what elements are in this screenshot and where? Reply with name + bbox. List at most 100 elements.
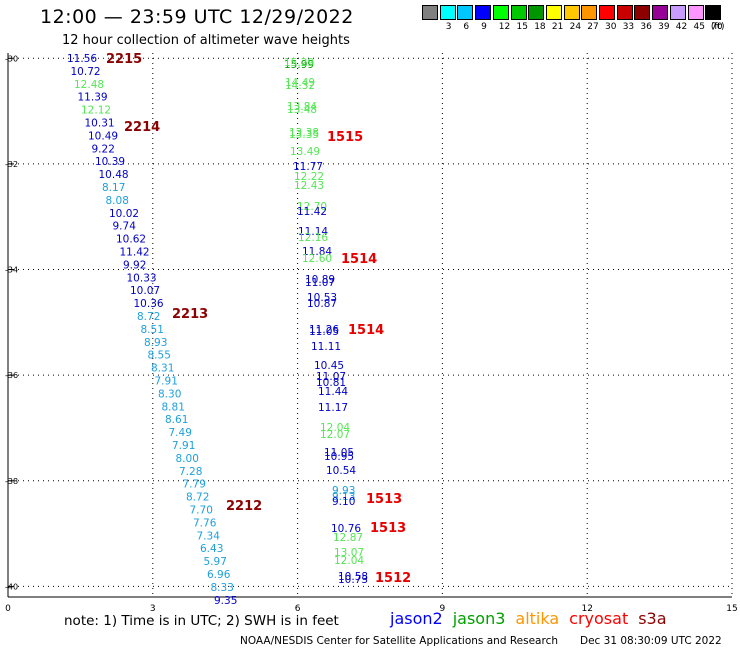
wave-height-value: 12.04 (334, 555, 364, 567)
map-title: 12:00 — 23:59 UTC 12/29/2022 (40, 6, 354, 28)
legend-swatch (669, 5, 686, 20)
wave-height-value: 13.35 (289, 129, 319, 141)
wave-height-value: 7.34 (197, 530, 221, 542)
legend-unit: (ft) (710, 22, 725, 32)
wave-height-value: 8.33 (211, 582, 234, 594)
wave-height-value: 11.17 (318, 402, 348, 414)
credit-text: NOAA/NESDIS Center for Satellite Applica… (240, 635, 558, 647)
wave-height-value: 12.48 (74, 79, 104, 91)
wave-height-value: 11.11 (311, 341, 341, 353)
wave-height-value: 11.05 (309, 326, 339, 338)
wave-height-value: 11.44 (318, 386, 348, 398)
wave-height-value: 8.72 (186, 492, 209, 504)
legend-swatch (475, 5, 492, 20)
legend-swatch (528, 5, 545, 20)
wave-height-value: 10.45 (314, 360, 344, 372)
legend-swatch (457, 5, 474, 20)
wave-height-value: 12.04 (320, 422, 350, 434)
satellite-jason2-label: jason2 (390, 609, 443, 628)
wave-height-value: 8.30 (158, 388, 181, 400)
pass-time-label: 1513 (370, 521, 406, 536)
wave-height-value: 9.92 (123, 259, 146, 271)
legend-tick-label: 45 (693, 22, 705, 32)
wave-height-value: 8.51 (141, 324, 164, 336)
wave-height-value: 10.58 (338, 571, 368, 583)
lon-tick-label: 3 (150, 604, 156, 614)
wave-height-value: 12.87 (333, 532, 363, 544)
legend-tick-label: 6 (463, 22, 470, 32)
wave-height-value: 10.07 (130, 285, 160, 297)
wave-height-value: 7.70 (190, 505, 213, 517)
timestamp-text: Dec 31 08:30:09 UTC 2022 (580, 635, 722, 647)
wave-height-value: 12.60 (302, 253, 332, 265)
wave-height-value: 7.91 (155, 376, 178, 388)
wave-height-value: 10.39 (95, 156, 125, 168)
wave-height-value: 11.84 (302, 246, 332, 258)
wave-height-value: 15.29 (284, 57, 314, 69)
wave-height-value: 7.79 (183, 479, 206, 491)
pass-time-label: 1515 (327, 130, 363, 145)
satellite-jason3-label: jason3 (452, 609, 506, 628)
wave-height-value: 8.81 (162, 401, 185, 413)
wave-height-value: 13.84 (287, 101, 317, 113)
wave-height-value: 9.22 (92, 143, 115, 155)
legend-swatch (599, 5, 615, 20)
wave-height-value: 8.93 (144, 337, 167, 349)
wave-height-value: 11.26 (309, 324, 339, 336)
satellite-altika-label: altika (515, 609, 560, 628)
legend-swatch (563, 5, 580, 20)
legend-tick-label: 15 (516, 22, 528, 32)
legend-swatch (581, 5, 598, 20)
wave-height-value: 10.49 (88, 130, 118, 142)
legend-tick-label: 39 (658, 22, 670, 32)
pass-time-label: 1514 (341, 252, 377, 267)
pass-time-label: 2214 (124, 120, 160, 135)
wave-height-value: 6.43 (200, 543, 223, 555)
wave-height-value: 10.48 (99, 169, 129, 181)
lon-tick-label: 0 (5, 604, 11, 614)
footer-note: note: 1) Time is in UTC; 2) SWH is in fe… (64, 613, 339, 629)
legend-tick-label: 36 (640, 22, 652, 32)
lat-tick-label: -38 (5, 477, 18, 486)
wave-height-value: 14.49 (285, 77, 315, 89)
legend-tick-label: 18 (534, 22, 546, 32)
wave-height-value: 12.16 (298, 232, 328, 244)
wave-height-value: 11.56 (67, 53, 97, 65)
wave-height-value: 12.70 (297, 201, 327, 213)
lon-tick-label: 15 (726, 604, 737, 614)
wave-height-value: 14.32 (285, 80, 315, 92)
legend-swatch (705, 5, 722, 20)
wave-height-value: 12.22 (294, 171, 324, 183)
wave-height-value: 12.43 (294, 180, 324, 192)
satellite-s3a-label: s3a (638, 609, 667, 628)
pass-time-label: 2213 (172, 307, 208, 322)
wave-height-value: 8.72 (137, 311, 160, 323)
legend-swatch (545, 5, 562, 20)
wave-height-value: 13.49 (290, 146, 320, 158)
wave-height-value: 11.05 (324, 447, 354, 459)
lat-tick-label: -32 (5, 160, 18, 169)
wave-height-value: 13.48 (287, 104, 317, 116)
wave-height-value: 10.89 (305, 274, 335, 286)
wave-height-value: 12.12 (81, 105, 111, 117)
legend-swatch (422, 5, 438, 20)
wave-height-value: 9.10 (332, 496, 355, 508)
wave-height-value: 8.55 (148, 350, 171, 362)
wave-height-value: 5.97 (204, 556, 227, 568)
pass-time-label: 1513 (366, 492, 402, 507)
wave-height-value: 8.08 (106, 195, 129, 207)
legend-tick-label: 9 (481, 22, 487, 32)
wave-height-value: 9.13 (332, 491, 355, 503)
legend-tick-label: 30 (605, 22, 617, 32)
legend-tick-label: 21 (551, 22, 564, 32)
legend-tick-label: 42 (675, 22, 688, 32)
wave-height-value: 8.00 (176, 453, 199, 465)
wave-height-value: 8.61 (165, 414, 188, 426)
wave-height-value: 12.07 (320, 429, 350, 441)
wave-height-value: 10.72 (71, 66, 101, 78)
wave-height-value: 7.76 (193, 517, 217, 529)
wave-height-value: 11.42 (120, 247, 150, 259)
wave-height-value: 11.39 (78, 92, 108, 104)
wave-height-value: 13.38 (289, 127, 319, 139)
